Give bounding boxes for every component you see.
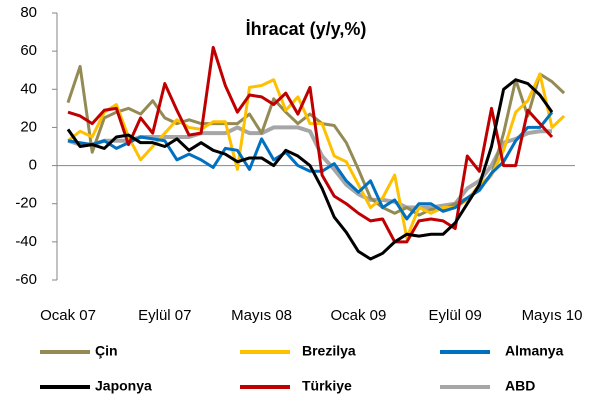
y-tick-label: -60 [15, 271, 37, 288]
legend-label: Japonya [95, 378, 152, 394]
legend-label: ABD [505, 378, 535, 394]
legend-label: Çin [95, 343, 118, 359]
y-tick-label: 0 [29, 157, 37, 174]
y-tick-label: 20 [20, 118, 37, 135]
y-tick-label: -20 [15, 195, 37, 212]
series-line [67, 45, 554, 244]
y-tick-label: 80 [20, 4, 37, 21]
y-tick-label: 40 [20, 80, 37, 97]
x-tick-label: Eylül 07 [138, 307, 191, 324]
x-tick-label: Eylül 09 [429, 307, 482, 324]
x-tick-label: Ocak 07 [40, 307, 96, 324]
y-tick-label: -40 [15, 233, 37, 250]
legend-label: Almanya [505, 343, 564, 359]
legend-label: Brezilya [302, 343, 356, 359]
chart-title: İhracat (y/y,%) [246, 19, 367, 39]
x-tick-label: Mayıs 10 [522, 307, 583, 324]
series-line [66, 78, 554, 261]
x-tick-label: Mayıs 08 [231, 307, 292, 324]
x-tick-label: Ocak 09 [330, 307, 386, 324]
y-tick-label: 60 [20, 42, 37, 59]
legend-label: Türkiye [302, 378, 352, 394]
